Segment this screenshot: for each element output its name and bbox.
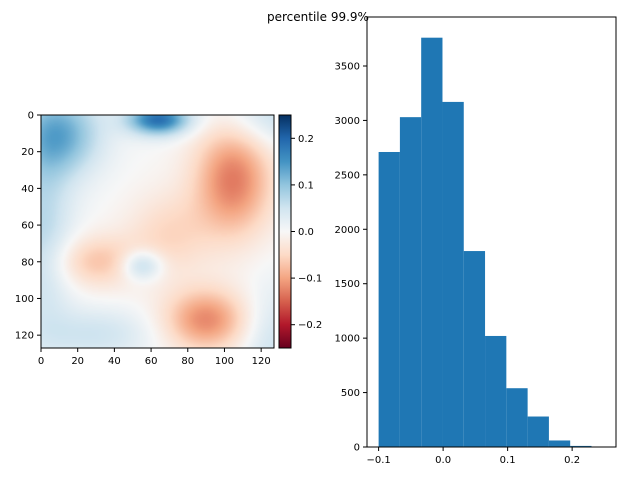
y-tick-label: 20 bbox=[21, 147, 34, 158]
histogram-panel: −0.1 0.0 0.1 0.2 0 500 1000 1500 2000 2500 3000 35… bbox=[335, 16, 617, 466]
histogram-x-tick-label: 0.0 bbox=[435, 455, 451, 466]
colorbar-gradient bbox=[279, 115, 291, 348]
histogram-bar bbox=[378, 151, 400, 447]
heatmap-y-axis: 0 20 40 60 80 100 120 bbox=[15, 111, 41, 342]
histogram-bar bbox=[485, 335, 507, 447]
histogram-y-tick-label: 2000 bbox=[335, 225, 360, 236]
histogram-bar bbox=[442, 101, 464, 448]
colorbar: 0.2 0.1 0.0 −0.1 −0.2 bbox=[278, 114, 322, 349]
colorbar-tick-label: 0.0 bbox=[298, 227, 314, 238]
colorbar-tick-label: 0.2 bbox=[298, 134, 314, 145]
x-tick-label: 0 bbox=[38, 356, 44, 367]
x-tick-label: 120 bbox=[252, 356, 271, 367]
heatmap-x-axis: 0 20 40 60 80 100 120 bbox=[38, 348, 271, 367]
histogram-y-tick-label: 3500 bbox=[335, 61, 360, 72]
histogram-bar bbox=[421, 37, 443, 448]
x-tick-label: 40 bbox=[108, 356, 121, 367]
heatmap-frame bbox=[40, 114, 275, 349]
colorbar-axis: 0.2 0.1 0.0 −0.1 −0.2 bbox=[291, 134, 322, 331]
histogram-x-tick-label: 0.2 bbox=[564, 455, 580, 466]
y-tick-label: 0 bbox=[28, 111, 34, 122]
heatmap-image bbox=[41, 115, 274, 348]
histogram-bar bbox=[463, 251, 486, 447]
histogram-bars bbox=[378, 37, 592, 448]
histogram-y-tick-label: 3000 bbox=[335, 116, 360, 127]
histogram-bar bbox=[399, 117, 422, 447]
y-tick-label: 60 bbox=[21, 221, 34, 232]
y-tick-label: 80 bbox=[21, 257, 34, 268]
histogram-y-tick-label: 2500 bbox=[335, 170, 360, 181]
histogram-y-axis: 0 500 1000 1500 2000 2500 3000 3500 bbox=[335, 61, 367, 454]
x-tick-label: 20 bbox=[71, 356, 84, 367]
x-tick-label: 100 bbox=[215, 356, 234, 367]
x-tick-label: 60 bbox=[145, 356, 158, 367]
x-tick-label: 80 bbox=[181, 356, 194, 367]
histogram-y-tick-label: 1500 bbox=[335, 279, 360, 290]
histogram-x-axis: −0.1 0.0 0.1 0.2 bbox=[366, 447, 580, 466]
y-tick-label: 40 bbox=[21, 184, 34, 195]
histogram-frame bbox=[366, 16, 617, 448]
histogram-bar bbox=[548, 440, 571, 447]
y-tick-label: 120 bbox=[15, 331, 34, 342]
y-tick-label: 100 bbox=[15, 294, 34, 305]
colorbar-tick-label: −0.1 bbox=[298, 274, 322, 285]
histogram-y-tick-label: 1000 bbox=[335, 334, 360, 345]
figure-title: percentile 99.9% bbox=[267, 10, 369, 24]
histogram-y-tick-label: 500 bbox=[341, 388, 360, 399]
histogram-bar bbox=[570, 445, 592, 447]
colorbar-tick-label: −0.2 bbox=[298, 320, 322, 331]
histogram-bar bbox=[506, 388, 528, 447]
heatmap-panel: 0 20 40 60 80 100 120 0 20 40 60 80 100 120 bbox=[15, 111, 275, 367]
histogram-y-tick-label: 0 bbox=[354, 443, 360, 454]
histogram-x-tick-label: −0.1 bbox=[366, 455, 390, 466]
colorbar-tick-label: 0.1 bbox=[298, 180, 314, 191]
histogram-bar bbox=[527, 416, 549, 447]
histogram-x-tick-label: 0.1 bbox=[500, 455, 516, 466]
